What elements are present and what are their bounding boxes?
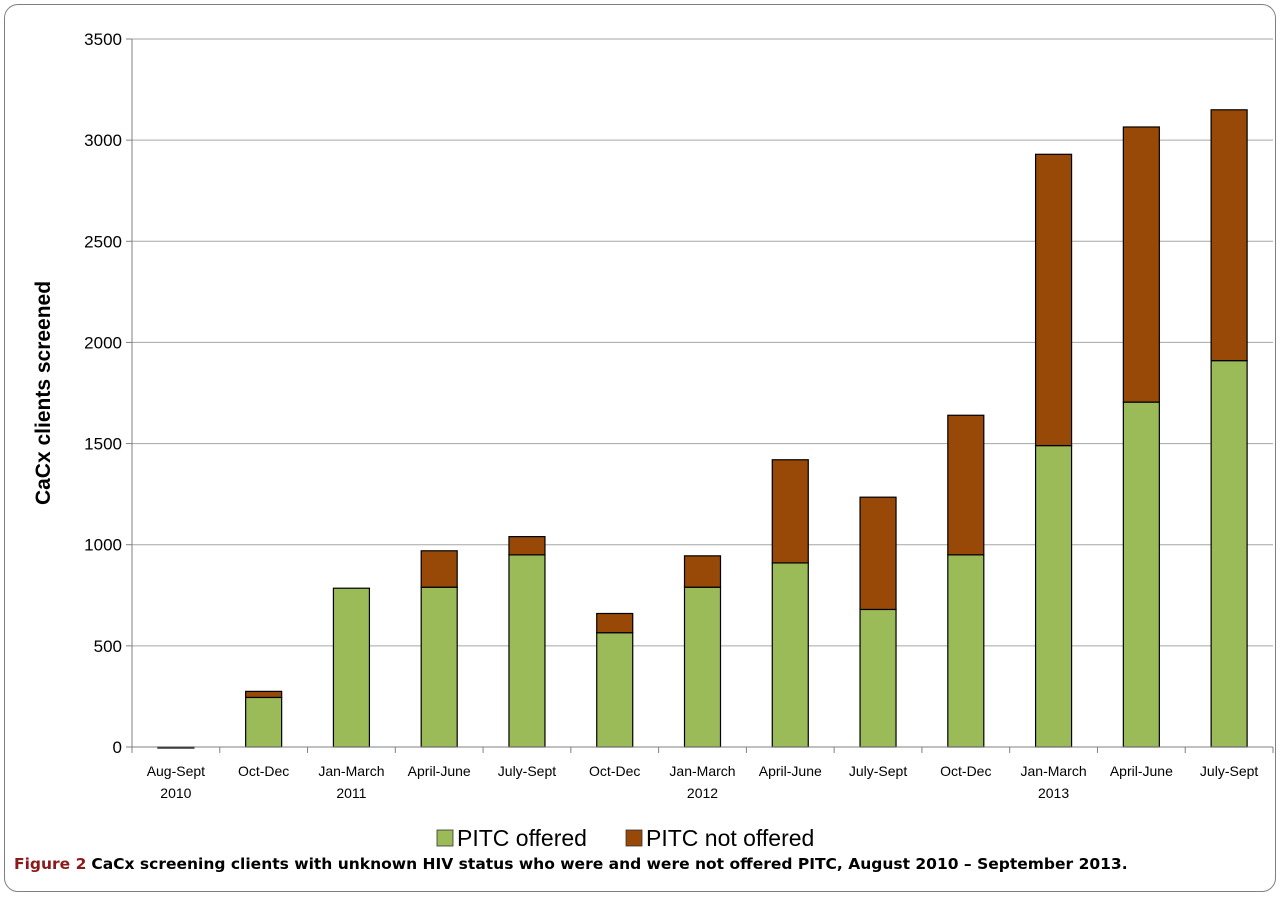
x-category-label: April-June xyxy=(408,763,471,779)
bar-pitc-not-offered xyxy=(947,414,985,556)
grid-lines xyxy=(132,38,1273,647)
bar-pitc-offered xyxy=(683,586,722,748)
figure-caption-text: CaCx screening clients with unknown HIV … xyxy=(91,855,1128,873)
y-tick-label: 2000 xyxy=(84,333,122,352)
bar-pitc-offered xyxy=(859,608,897,748)
x-category-label: July-Sept xyxy=(1200,763,1258,779)
legend-label-pitc-not-offered: PITC not offered xyxy=(646,825,814,850)
legend-swatch-pitc-offered xyxy=(436,829,454,847)
bar-pitc-not-offered xyxy=(859,496,897,611)
bar-pitc-not-offered xyxy=(683,555,722,588)
bar-pitc-not-offered xyxy=(1034,153,1073,447)
y-tick-labels: 0 500 1000 1500 2000 2500 3000 3500 xyxy=(84,30,122,757)
x-category-label: Oct-Dec xyxy=(940,763,991,779)
bar-pitc-offered xyxy=(508,554,546,748)
legend-swatch-pitc-not-offered xyxy=(625,829,643,847)
x-category-label: April-June xyxy=(1110,763,1173,779)
legend-label-pitc-offered: PITC offered xyxy=(457,825,587,850)
x-category-label: July-Sept xyxy=(849,763,907,779)
y-tick-label: 2500 xyxy=(84,232,122,251)
stacked-bar-chart: 0 500 1000 1500 2000 2500 3000 3500 Aug-Sept 201… xyxy=(32,30,1274,850)
bar-pitc-offered xyxy=(332,587,371,748)
bar-pitc-offered xyxy=(1034,444,1073,748)
bar-pitc-offered xyxy=(245,696,283,748)
bar-pitc-not-offered xyxy=(596,612,634,634)
figure-number: Figure 2 xyxy=(14,855,87,873)
x-category-label: Jan-March 2013 xyxy=(1021,763,1087,801)
bar-pitc-offered xyxy=(596,632,634,748)
y-tick-label: 3500 xyxy=(84,30,122,49)
bar-pitc-offered xyxy=(947,554,985,748)
x-category-label: Oct-Dec xyxy=(238,763,289,779)
bar-pitc-not-offered xyxy=(771,459,809,564)
figure-caption: Figure 2 CaCx screening clients with unk… xyxy=(14,855,1128,873)
x-category-label: July-Sept xyxy=(498,763,556,779)
figure-frame xyxy=(4,4,1276,892)
bars xyxy=(157,109,1248,749)
x-category-label: April-June xyxy=(759,763,822,779)
y-tick-label: 3000 xyxy=(84,131,122,150)
bar-pitc-not-offered xyxy=(508,536,546,556)
bar-pitc-offered xyxy=(771,562,809,748)
y-tick-label: 1500 xyxy=(84,435,122,454)
y-axis-title: CaCx clients screened xyxy=(32,281,55,505)
legend: PITC offered PITC not offered xyxy=(436,825,814,850)
y-tick-label: 1000 xyxy=(84,536,122,555)
bar-pitc-offered xyxy=(420,586,458,748)
x-category-label: Jan-March 2012 xyxy=(669,763,735,801)
bar-pitc-not-offered xyxy=(420,550,458,588)
y-tick-label: 0 xyxy=(113,738,122,757)
x-category-labels: Aug-Sept 2010 Oct-Dec Jan-March 2011 April-Ju… xyxy=(147,763,1259,801)
bar-pitc-not-offered xyxy=(1122,126,1160,403)
y-tick-label: 500 xyxy=(94,637,122,656)
bar-pitc-not-offered xyxy=(245,690,283,699)
x-category-label: Aug-Sept 2010 xyxy=(147,763,205,801)
bar-pitc-offered xyxy=(1210,360,1248,748)
x-category-label: Oct-Dec xyxy=(589,763,640,779)
bar-pitc-offered xyxy=(1122,401,1160,748)
bar-pitc-not-offered xyxy=(1210,109,1248,362)
x-category-label: Jan-March 2011 xyxy=(318,763,384,801)
axes xyxy=(126,38,1274,753)
